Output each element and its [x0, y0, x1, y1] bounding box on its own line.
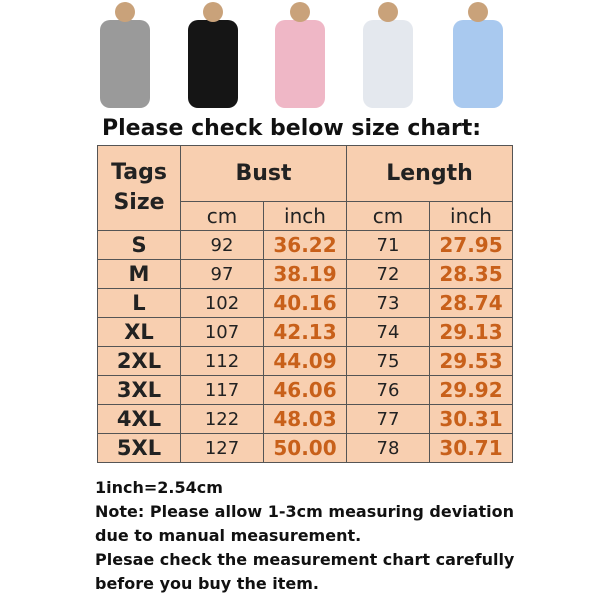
value-cell: 30.71 [429, 433, 513, 463]
shirt-pink [275, 2, 325, 108]
shirt-blue [453, 2, 503, 108]
size-cell: L [97, 288, 181, 318]
size-row: M 97 38.19 72 28.35 [97, 259, 513, 289]
value-cell: 97 [180, 259, 264, 289]
group-header: Length [346, 145, 513, 202]
value-cell: 46.06 [263, 375, 347, 405]
tag-header: Tags Size [97, 145, 181, 231]
unit-header: inch [263, 201, 347, 231]
shirt-white [363, 2, 413, 108]
size-cell: 2XL [97, 346, 181, 376]
size-row: 5XL 127 50.00 78 30.71 [97, 433, 513, 463]
size-cell: XL [97, 317, 181, 347]
value-cell: 102 [180, 288, 264, 318]
value-cell: 40.16 [263, 288, 347, 318]
value-cell: 29.92 [429, 375, 513, 405]
value-cell: 122 [180, 404, 264, 434]
note: Plesae check the measurement chart caref… [95, 550, 515, 593]
value-cell: 28.35 [429, 259, 513, 289]
value-cell: 42.13 [263, 317, 347, 347]
size-row: L 102 40.16 73 28.74 [97, 288, 513, 318]
size-cell: 3XL [97, 375, 181, 405]
value-cell: 107 [180, 317, 264, 347]
size-cell: S [97, 230, 181, 260]
value-cell: 36.22 [263, 230, 347, 260]
value-cell: 73 [346, 288, 430, 318]
size-cell: 4XL [97, 404, 181, 434]
value-cell: 77 [346, 404, 430, 434]
product-photos [100, 2, 503, 108]
value-cell: 30.31 [429, 404, 513, 434]
size-row: 4XL 122 48.03 77 30.31 [97, 404, 513, 434]
value-cell: 28.74 [429, 288, 513, 318]
group-header: Bust [180, 145, 347, 202]
value-cell: 112 [180, 346, 264, 376]
value-cell: 127 [180, 433, 264, 463]
value-cell: 72 [346, 259, 430, 289]
unit-header: cm [180, 201, 264, 231]
value-cell: 75 [346, 346, 430, 376]
size-table: Tags Size Bust Length cm inch cm inch S 92 36… [97, 145, 513, 463]
value-cell: 76 [346, 375, 430, 405]
shirt-black [188, 2, 238, 108]
note: Note: Please allow 1-3cm measuring devia… [95, 502, 514, 545]
size-row: 3XL 117 46.06 76 29.92 [97, 375, 513, 405]
size-row: S 92 36.22 71 27.95 [97, 230, 513, 260]
value-cell: 74 [346, 317, 430, 347]
value-cell: 44.09 [263, 346, 347, 376]
unit-header: inch [429, 201, 513, 231]
value-cell: 117 [180, 375, 264, 405]
value-cell: 71 [346, 230, 430, 260]
value-cell: 27.95 [429, 230, 513, 260]
value-cell: 29.13 [429, 317, 513, 347]
size-row: XL 107 42.13 74 29.13 [97, 317, 513, 347]
value-cell: 78 [346, 433, 430, 463]
size-cell: 5XL [97, 433, 181, 463]
shirt-gray [100, 2, 150, 108]
unit-header: cm [346, 201, 430, 231]
value-cell: 48.03 [263, 404, 347, 434]
value-cell: 92 [180, 230, 264, 260]
size-cell: M [97, 259, 181, 289]
size-row: 2XL 112 44.09 75 29.53 [97, 346, 513, 376]
value-cell: 29.53 [429, 346, 513, 376]
value-cell: 38.19 [263, 259, 347, 289]
title: Please check below size chart: [102, 116, 482, 141]
value-cell: 50.00 [263, 433, 347, 463]
note: 1inch=2.54cm [95, 478, 223, 497]
